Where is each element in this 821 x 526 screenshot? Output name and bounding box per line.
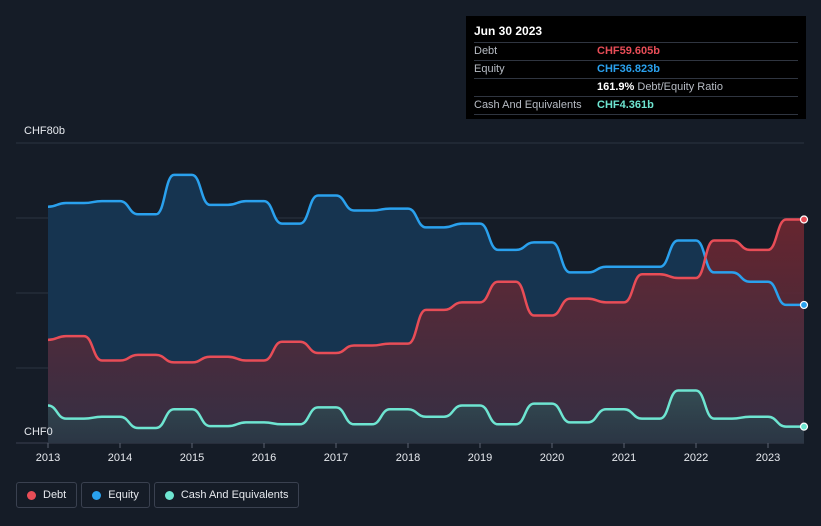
x-tick-label: 2016 bbox=[252, 452, 276, 464]
end-point-cash-and-equivalents bbox=[799, 422, 809, 431]
tooltip-value-ratio: 161.9% Debt/Equity Ratio bbox=[597, 79, 723, 96]
tooltip-row-ratio: 161.9% Debt/Equity Ratio bbox=[474, 78, 798, 96]
tooltip-date: Jun 30 2023 bbox=[474, 24, 543, 38]
ratio-value: 161.9% bbox=[597, 81, 635, 93]
ratio-suffix: Debt/Equity Ratio bbox=[637, 81, 723, 93]
tooltip-value-debt: CHF59.605b bbox=[597, 45, 660, 57]
y-tick-label: CHF80b bbox=[24, 125, 65, 137]
end-point-equity bbox=[799, 300, 809, 310]
tooltip-row-debt: Debt CHF59.605b bbox=[474, 42, 798, 60]
x-tick-label: 2018 bbox=[396, 452, 420, 464]
x-tick-label: 2019 bbox=[468, 452, 492, 464]
legend-item-cash[interactable]: Cash And Equivalents bbox=[153, 482, 300, 508]
tooltip-row-cash: Cash And Equivalents CHF4.361b bbox=[474, 96, 798, 115]
legend-dot-cash bbox=[164, 490, 174, 500]
line-cash-and-equivalents bbox=[47, 389, 804, 430]
legend-item-debt[interactable]: Debt bbox=[16, 482, 78, 508]
legend-label-cash: Cash And Equivalents bbox=[180, 489, 289, 501]
legend-dot-debt bbox=[27, 490, 36, 500]
legend-label-debt: Debt bbox=[43, 489, 67, 501]
legend-label-equity: Equity bbox=[108, 489, 139, 501]
x-tick-label: 2017 bbox=[324, 452, 348, 464]
tooltip-label-equity: Equity bbox=[474, 63, 505, 75]
area-cash-and-equivalents bbox=[48, 390, 804, 443]
area-debt bbox=[48, 219, 804, 443]
tooltip-value-cash: CHF4.361b bbox=[597, 99, 654, 111]
x-tick-label: 2013 bbox=[36, 452, 60, 464]
x-tick-label: 2020 bbox=[540, 452, 564, 464]
tooltip-panel: Jun 30 2023 Debt CHF59.605b Equity CHF36… bbox=[466, 16, 806, 119]
chart-legend: Debt Equity Cash And Equivalents bbox=[16, 482, 300, 508]
tooltip-label-cash: Cash And Equivalents bbox=[474, 99, 582, 111]
x-tick-label: 2023 bbox=[756, 452, 780, 464]
tooltip-label-debt: Debt bbox=[474, 45, 498, 57]
legend-dot-equity bbox=[92, 490, 102, 500]
x-tick-label: 2015 bbox=[180, 452, 204, 464]
end-point-debt bbox=[799, 215, 809, 224]
line-debt bbox=[47, 218, 804, 364]
y-tick-label: CHF0 bbox=[24, 426, 53, 438]
tooltip-value-equity: CHF36.823b bbox=[597, 63, 660, 75]
x-tick-label: 2021 bbox=[612, 452, 636, 464]
tooltip-label-ratio bbox=[474, 79, 597, 96]
line-equity bbox=[47, 173, 804, 307]
x-tick-label: 2022 bbox=[684, 452, 708, 464]
x-tick-label: 2014 bbox=[108, 452, 132, 464]
tooltip-row-equity: Equity CHF36.823b bbox=[474, 60, 798, 78]
legend-item-equity[interactable]: Equity bbox=[81, 482, 150, 508]
